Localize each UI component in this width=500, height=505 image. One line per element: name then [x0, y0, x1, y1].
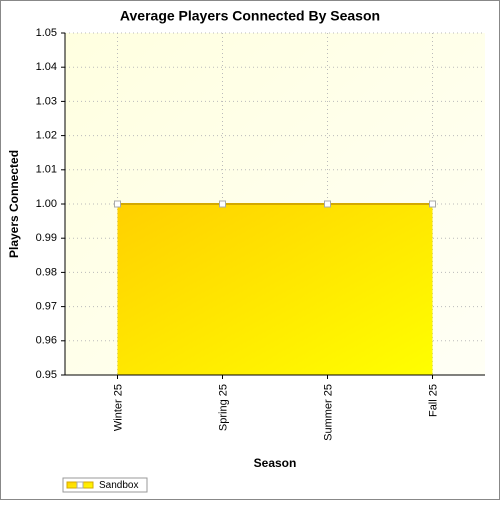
y-tick-label: 0.95 [36, 369, 57, 381]
x-tick-label: Summer 25 [322, 384, 334, 441]
y-tick-label: 1.01 [36, 164, 57, 176]
x-tick-label: Fall 25 [427, 384, 439, 417]
legend-marker [76, 481, 84, 489]
x-tick-label: Winter 25 [112, 384, 124, 431]
legend-label: Sandbox [99, 480, 138, 491]
area [117, 204, 433, 375]
marker [114, 200, 121, 208]
y-tick-label: 0.99 [36, 232, 57, 244]
x-axis-label: Season [254, 456, 297, 470]
y-tick-label: 1.00 [36, 198, 57, 210]
y-tick-label: 1.04 [36, 61, 57, 73]
x-tick-label: Spring 25 [217, 384, 229, 431]
y-tick-label: 1.02 [36, 130, 57, 142]
y-axis-label: Players Connected [7, 150, 21, 258]
y-tick-label: 0.98 [36, 266, 57, 278]
y-tick-label: 1.03 [36, 95, 57, 107]
marker [429, 200, 436, 208]
y-tick-label: 0.97 [36, 301, 57, 313]
marker [219, 200, 226, 208]
marker [324, 200, 331, 208]
y-tick-label: 0.96 [36, 335, 57, 347]
chart-title: Average Players Connected By Season [120, 8, 380, 24]
y-tick-label: 1.05 [36, 27, 57, 39]
